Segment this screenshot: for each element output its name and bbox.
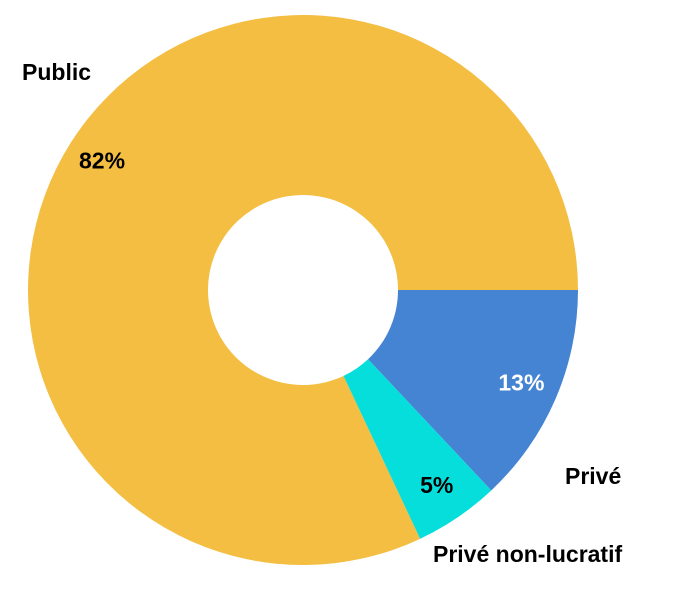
donut-slice: [368, 290, 578, 491]
category-label: Privé non-lucratif: [433, 541, 622, 567]
category-label: Public: [22, 59, 91, 85]
donut-slice: [343, 359, 492, 539]
category-label: Privé: [565, 463, 621, 489]
donut-slice: [27, 15, 578, 566]
value-label: 82%: [79, 148, 125, 174]
value-label: 13%: [498, 370, 544, 396]
value-label: 5%: [420, 472, 453, 498]
